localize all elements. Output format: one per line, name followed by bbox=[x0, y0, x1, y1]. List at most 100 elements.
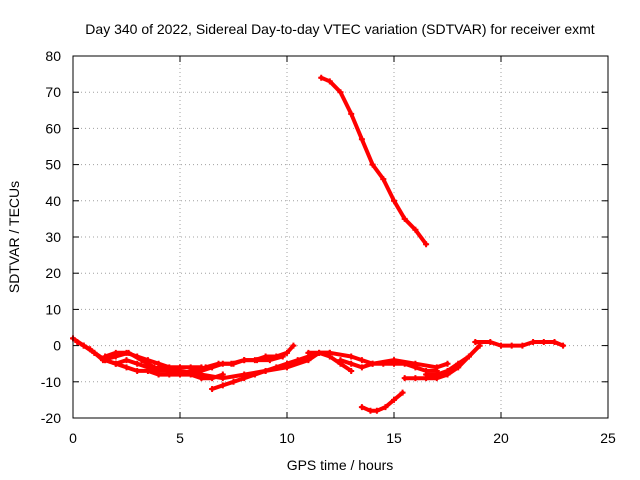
data-point-satellite-m bbox=[318, 74, 325, 81]
data-point-satellite-k bbox=[551, 338, 558, 345]
data-point-satellite-f bbox=[294, 357, 301, 364]
data-point-satellite-k bbox=[508, 342, 515, 349]
data-point-satellite-k bbox=[519, 342, 526, 349]
data-point-satellite-d bbox=[198, 364, 205, 371]
data-point-satellite-h bbox=[380, 360, 387, 367]
y-tick-label: 10 bbox=[45, 301, 61, 317]
data-point-satellite-a bbox=[134, 360, 141, 367]
data-point-satellite-h bbox=[337, 357, 344, 364]
data-point-satellite-h bbox=[369, 360, 376, 367]
data-point-satellite-h bbox=[401, 360, 408, 367]
data-point-satellite-f bbox=[219, 382, 226, 389]
data-point-satellite-a bbox=[123, 357, 130, 364]
x-tick-label: 10 bbox=[279, 430, 295, 446]
y-tick-label: 80 bbox=[45, 48, 61, 64]
series-satellite-m bbox=[319, 75, 429, 247]
data-point-satellite-m bbox=[369, 161, 376, 168]
data-point-satellite-m bbox=[326, 78, 333, 85]
data-point-satellite-k bbox=[487, 338, 494, 345]
data-point-satellite-b bbox=[74, 338, 81, 345]
tick-labels: 0 5 10 15 20 25 -20 -10 0 10 20 30 40 50 60 70 80 bbox=[41, 48, 616, 446]
data-point-satellite-j bbox=[423, 371, 430, 378]
data-point-satellite-m bbox=[401, 215, 408, 222]
series-satellite-l bbox=[359, 390, 405, 413]
x-tick-label: 15 bbox=[386, 430, 402, 446]
y-tick-label: -10 bbox=[41, 374, 61, 390]
data-point-satellite-g bbox=[358, 357, 365, 364]
data-point-satellite-h bbox=[391, 360, 397, 367]
x-axis-label: GPS time / hours bbox=[287, 457, 394, 473]
grid bbox=[73, 56, 608, 418]
data-point-satellite-b bbox=[254, 357, 261, 364]
data-point-satellite-f bbox=[241, 375, 248, 382]
x-tick-label: 25 bbox=[600, 430, 616, 446]
data-point-satellite-k bbox=[498, 342, 504, 349]
x-tick-label: 0 bbox=[69, 430, 77, 446]
data-point-satellite-c bbox=[155, 371, 162, 378]
data-point-satellite-k bbox=[560, 342, 567, 349]
data-point-satellite-d bbox=[144, 357, 151, 364]
y-tick-label: 0 bbox=[53, 338, 61, 354]
data-point-satellite-m bbox=[337, 89, 344, 96]
data-point-satellite-e bbox=[219, 375, 226, 382]
series-satellite-h bbox=[338, 358, 439, 373]
data-point-satellite-k bbox=[540, 338, 547, 345]
data-point-satellite-f bbox=[251, 371, 258, 378]
data-point-satellite-l bbox=[391, 396, 397, 403]
data-point-satellite-g bbox=[444, 360, 451, 367]
data-point-satellite-b bbox=[241, 357, 248, 364]
data-point-satellite-a bbox=[290, 342, 297, 349]
y-tick-label: 70 bbox=[45, 84, 61, 100]
data-point-satellite-l bbox=[358, 404, 365, 411]
data-point-satellite-m bbox=[412, 226, 419, 233]
data-point-satellite-b bbox=[266, 357, 273, 364]
data-point-satellite-f bbox=[262, 367, 269, 374]
data-point-satellite-c bbox=[166, 371, 173, 378]
plot-frame bbox=[72, 55, 609, 419]
data-point-satellite-l bbox=[373, 407, 380, 414]
y-tick-label: 60 bbox=[45, 120, 61, 136]
data-point-satellite-d bbox=[123, 349, 130, 356]
data-point-satellite-h bbox=[348, 360, 355, 367]
data-point-satellite-e bbox=[198, 371, 205, 378]
data-point-satellite-b bbox=[279, 353, 286, 360]
y-tick-label: 50 bbox=[45, 157, 61, 173]
data-point-satellite-j bbox=[433, 371, 440, 378]
data-point-satellite-h bbox=[358, 364, 365, 371]
data-point-satellite-d bbox=[134, 353, 141, 360]
chart-title: Day 340 of 2022, Sidereal Day-to-day VTE… bbox=[85, 21, 594, 37]
data-point-satellite-f bbox=[273, 364, 280, 371]
data-series bbox=[70, 74, 567, 414]
data-point-satellite-e bbox=[348, 367, 355, 374]
data-point-satellite-c bbox=[91, 349, 98, 356]
y-tick-label: 30 bbox=[45, 229, 61, 245]
data-point-satellite-c bbox=[134, 367, 141, 374]
x-tick-label: 5 bbox=[176, 430, 184, 446]
data-point-satellite-d bbox=[102, 353, 109, 360]
data-point-satellite-m bbox=[391, 197, 397, 204]
data-point-satellite-b bbox=[215, 360, 222, 367]
data-point-satellite-l bbox=[382, 404, 389, 411]
data-point-satellite-m bbox=[358, 136, 365, 143]
y-tick-label: 20 bbox=[45, 265, 61, 281]
data-point-satellite-g bbox=[326, 349, 333, 356]
data-point-satellite-m bbox=[380, 176, 387, 183]
data-point-satellite-b bbox=[228, 360, 235, 367]
data-point-satellite-c bbox=[144, 367, 151, 374]
data-point-satellite-f bbox=[230, 378, 237, 385]
data-point-satellite-c bbox=[123, 364, 130, 371]
y-tick-label: -20 bbox=[41, 410, 61, 426]
data-point-satellite-f bbox=[284, 360, 290, 367]
data-point-satellite-k bbox=[472, 338, 479, 345]
data-point-satellite-c bbox=[80, 342, 87, 349]
data-point-satellite-c bbox=[112, 360, 119, 367]
data-point-satellite-l bbox=[367, 407, 374, 414]
x-tick-label: 20 bbox=[493, 430, 509, 446]
data-point-satellite-j bbox=[465, 353, 472, 360]
data-point-satellite-k bbox=[530, 338, 537, 345]
data-point-satellite-l bbox=[399, 389, 406, 396]
data-point-satellite-d bbox=[187, 364, 194, 371]
data-point-satellite-d bbox=[112, 349, 119, 356]
data-point-satellite-e bbox=[177, 367, 183, 374]
